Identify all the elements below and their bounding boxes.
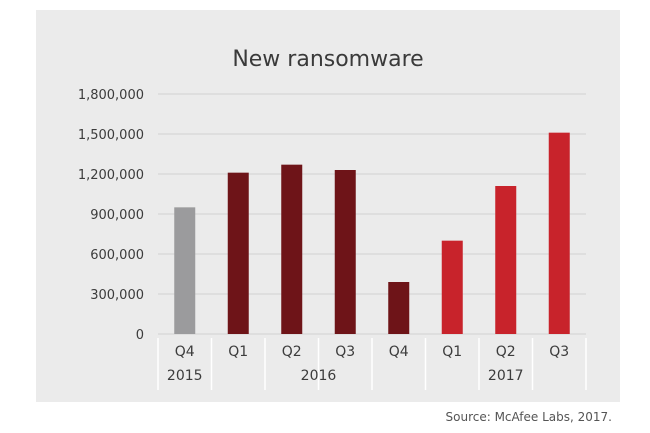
bar	[495, 186, 517, 334]
chart-title: New ransomware	[232, 47, 423, 72]
y-tick-label: 300,000	[90, 288, 144, 303]
y-tick-label: 900,000	[90, 208, 144, 223]
x-tick-label: Q2	[496, 344, 516, 360]
x-tick-label: Q4	[175, 344, 195, 360]
x-tick-label: Q1	[228, 344, 248, 360]
y-axis-tick-labels: 0 300,000 600,000 900,000 1,200,000 1,500,000…	[78, 88, 144, 343]
y-tick-label: 1,800,000	[78, 88, 144, 103]
x-tick-label: Q4	[389, 344, 409, 360]
source-note: Source: McAfee Labs, 2017.	[445, 410, 613, 424]
y-tick-label: 0	[136, 328, 144, 343]
gridlines	[158, 93, 586, 335]
bar	[174, 207, 196, 334]
bar-chart: New ransomware 0 300,000 600,000 900,000 1,2…	[78, 47, 587, 390]
x-tick-label: Q2	[282, 344, 302, 360]
bar	[388, 282, 410, 334]
chart-panel: New ransomware 0 300,000 600,000 900,000 1,2…	[36, 10, 620, 402]
year-group-label: 2017	[488, 368, 524, 384]
x-axis-year-groups: 2015 2016 2017	[157, 338, 587, 390]
x-axis-category-labels: Q4 Q1 Q2 Q3 Q4 Q1 Q2 Q3	[175, 344, 569, 360]
bar	[334, 170, 356, 334]
year-group-label: 2016	[301, 368, 337, 384]
x-tick-label: Q3	[549, 344, 569, 360]
bar	[548, 132, 570, 334]
bar	[227, 172, 249, 334]
x-tick-label: Q3	[335, 344, 355, 360]
y-tick-label: 1,500,000	[78, 128, 144, 143]
year-group-label: 2015	[167, 368, 203, 384]
bars	[174, 132, 570, 334]
bar	[281, 164, 303, 334]
x-tick-label: Q1	[442, 344, 462, 360]
bar	[441, 240, 463, 334]
y-tick-label: 1,200,000	[78, 168, 144, 183]
y-tick-label: 600,000	[90, 248, 144, 263]
